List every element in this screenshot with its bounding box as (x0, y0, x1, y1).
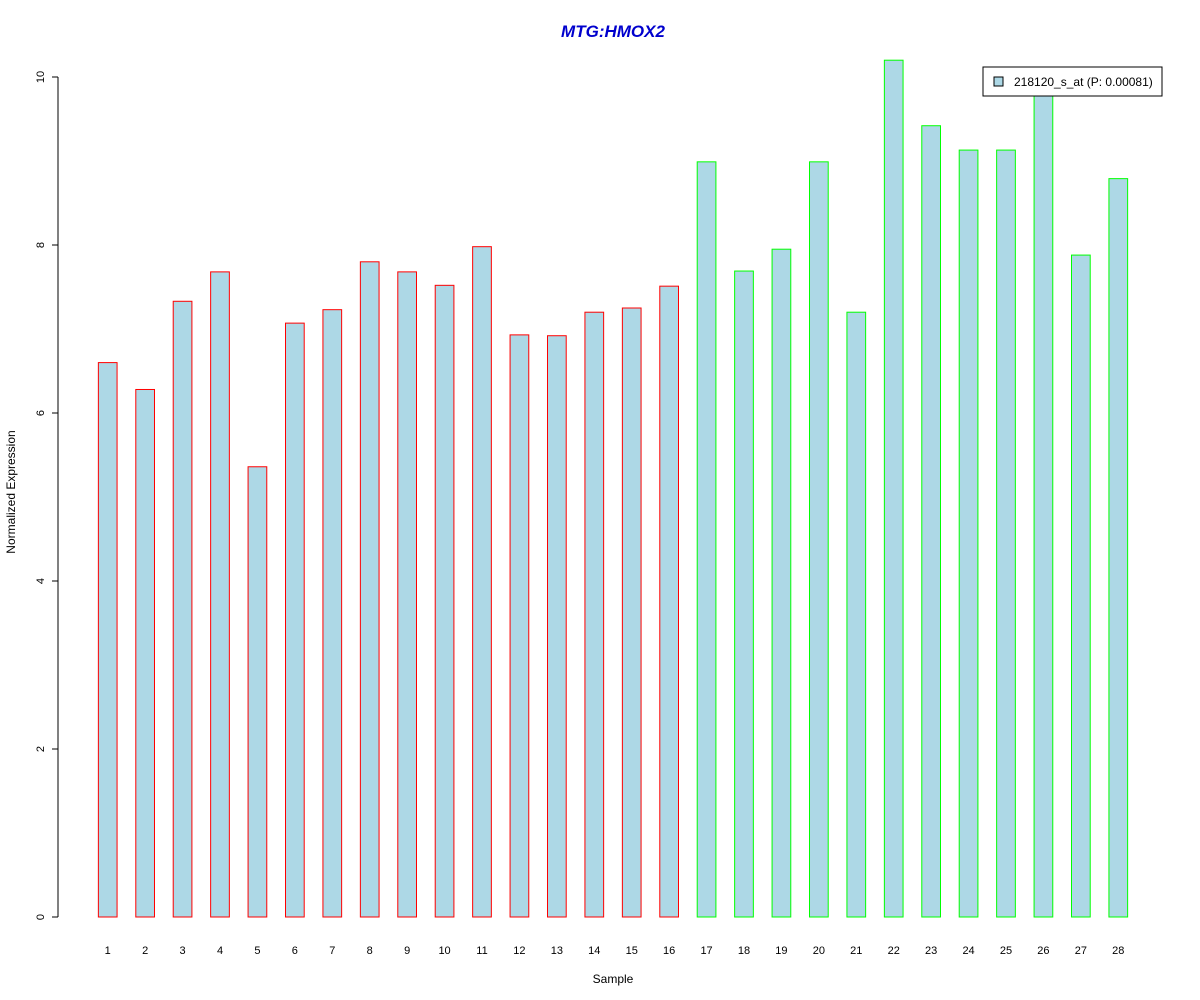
bar-sample-1 (97, 362, 118, 918)
x-tick-label: 25 (1000, 945, 1012, 957)
bar-sample-11 (472, 246, 492, 918)
x-tick-label: 19 (775, 945, 787, 957)
chart-title: MTG:HMOX2 (561, 22, 665, 41)
bar-sample-23 (921, 125, 941, 918)
x-tick-label: 3 (180, 945, 186, 957)
x-tick-label: 15 (626, 945, 638, 957)
x-tick-label: 26 (1037, 945, 1049, 957)
bar-sample-16 (659, 285, 679, 918)
bars (97, 59, 1129, 918)
x-tick-label: 14 (588, 945, 600, 957)
bar-sample-14 (584, 311, 605, 918)
x-tick-label: 23 (925, 945, 937, 957)
bar-sample-12 (509, 334, 530, 918)
x-tick-label: 6 (292, 945, 298, 957)
x-tick-label: 9 (404, 945, 410, 957)
y-tick-label: 6 (35, 410, 47, 416)
bar-sample-5 (247, 466, 268, 918)
x-tick-label: 28 (1112, 945, 1124, 957)
x-tick-label: 21 (850, 945, 862, 957)
y-tick-label: 0 (35, 914, 47, 920)
bar-sample-7 (322, 309, 343, 918)
x-tick-label: 7 (329, 945, 335, 957)
bar-sample-28 (1108, 178, 1129, 918)
y-axis-label: Normalized Expression (4, 430, 18, 553)
x-tick-label: 27 (1075, 945, 1087, 957)
x-tick-label: 16 (663, 945, 675, 957)
x-tick-label: 13 (551, 945, 563, 957)
x-tick-label: 20 (813, 945, 825, 957)
bar-sample-22 (883, 59, 904, 918)
x-tick-label: 22 (888, 945, 900, 957)
x-tick-label: 4 (217, 945, 223, 957)
bar-sample-17 (696, 161, 717, 918)
bar-sample-26 (1033, 93, 1054, 918)
x-tick-label: 17 (700, 945, 712, 957)
y-axis: 0 2 4 6 8 10 (35, 71, 59, 920)
y-tick-label: 2 (35, 746, 47, 752)
bar-sample-19 (771, 248, 792, 918)
bar-sample-6 (285, 322, 305, 918)
x-tick-label: 12 (513, 945, 525, 957)
legend-swatch (993, 76, 1004, 87)
y-tick-label: 8 (35, 242, 47, 248)
y-tick-label: 4 (35, 578, 47, 584)
bar-sample-25 (996, 149, 1016, 918)
x-tick-label: 10 (438, 945, 450, 957)
y-tick-label: 10 (35, 71, 47, 83)
x-axis-label: Sample (593, 972, 634, 986)
bar-sample-21 (846, 311, 867, 918)
legend: 218120_s_at (P: 0.00081) (982, 66, 1163, 97)
bar-sample-8 (359, 261, 380, 918)
bar-sample-20 (809, 161, 829, 918)
x-tick-label: 2 (142, 945, 148, 957)
legend-box (982, 66, 1163, 97)
x-tick-label: 5 (254, 945, 260, 957)
legend-label: 218120_s_at (P: 0.00081) (1014, 75, 1153, 89)
bar-sample-10 (434, 284, 455, 918)
bar-sample-27 (1071, 254, 1091, 918)
x-tick-label: 8 (367, 945, 373, 957)
x-tick-label: 1 (105, 945, 111, 957)
bar-sample-2 (135, 388, 155, 918)
bar-sample-9 (397, 271, 418, 918)
bar-sample-3 (172, 300, 193, 918)
bar-sample-4 (210, 271, 230, 918)
bar-sample-24 (958, 149, 979, 918)
bar-sample-18 (734, 270, 754, 918)
bar-sample-15 (621, 307, 642, 918)
x-tick-label: 18 (738, 945, 750, 957)
bar-sample-13 (547, 335, 567, 918)
x-tick-label: 24 (962, 945, 974, 957)
x-axis-ticks: 1 2 3 4 5 6 7 8 9 10 11 12 13 14 15 16 17 18 19 20 21 22 23 24 2… (105, 945, 1125, 957)
x-tick-label: 11 (476, 945, 487, 957)
